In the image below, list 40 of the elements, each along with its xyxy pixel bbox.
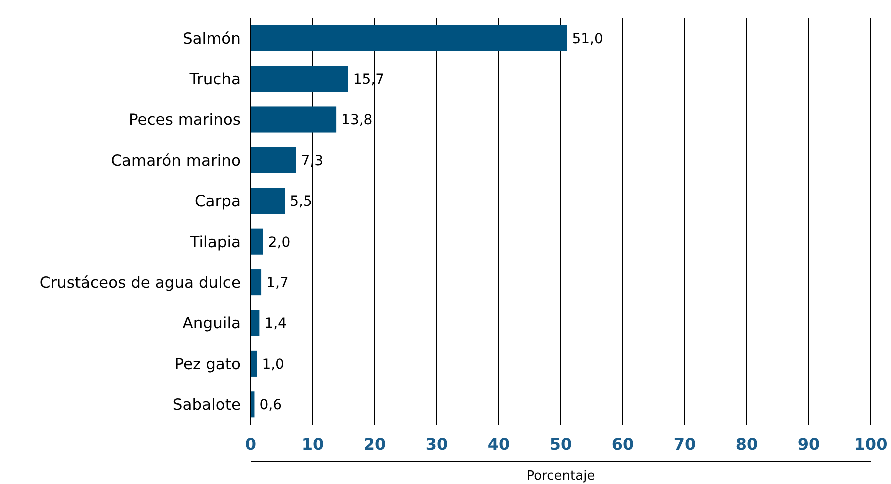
y-tick-label: Pez gato — [174, 355, 241, 374]
y-tick-label: Sabalote — [172, 396, 241, 414]
bar — [251, 147, 296, 174]
data-label: 0,6 — [260, 398, 282, 414]
data-label: 5,5 — [290, 194, 312, 210]
bar — [251, 350, 258, 377]
y-tick-label: Anguila — [182, 314, 241, 333]
y-tick-label: Carpa — [194, 192, 241, 211]
y-tick-label: Trucha — [188, 70, 241, 88]
bar — [251, 25, 568, 52]
x-tick-label: 0 — [245, 435, 257, 454]
x-tick-label: 60 — [612, 435, 634, 454]
data-label: 1,7 — [266, 275, 289, 292]
x-tick-label: 50 — [550, 435, 572, 454]
bar — [251, 392, 255, 418]
bar — [251, 188, 286, 214]
x-tick-label: 20 — [364, 435, 386, 454]
x-tick-label: 10 — [302, 435, 324, 454]
data-label: 51,0 — [572, 31, 604, 48]
data-label: 2,0 — [268, 234, 291, 251]
y-tick-label: Tilapia — [189, 233, 241, 252]
bar — [251, 310, 260, 336]
x-tick-label: 100 — [854, 435, 888, 454]
bar — [251, 66, 348, 92]
y-tick-label: Crustáceos de agua dulce — [40, 274, 241, 292]
y-tick-label: Camarón marino — [111, 152, 241, 170]
x-tick-label: 70 — [674, 435, 696, 454]
bar — [251, 228, 264, 255]
data-label: 13,8 — [342, 112, 373, 129]
bar — [251, 270, 262, 296]
data-label: 1,4 — [264, 316, 288, 332]
data-label: 1,0 — [262, 356, 284, 373]
x-tick-label: 40 — [488, 435, 510, 454]
bar — [251, 106, 337, 133]
x-tick-label: 80 — [736, 435, 758, 454]
x-axis-title: Porcentaje — [526, 469, 596, 484]
y-tick-label: Salmón — [182, 30, 241, 48]
x-tick-label: 30 — [426, 435, 448, 454]
y-tick-label: Peces marinos — [128, 111, 241, 130]
x-tick-label: 90 — [798, 435, 820, 454]
